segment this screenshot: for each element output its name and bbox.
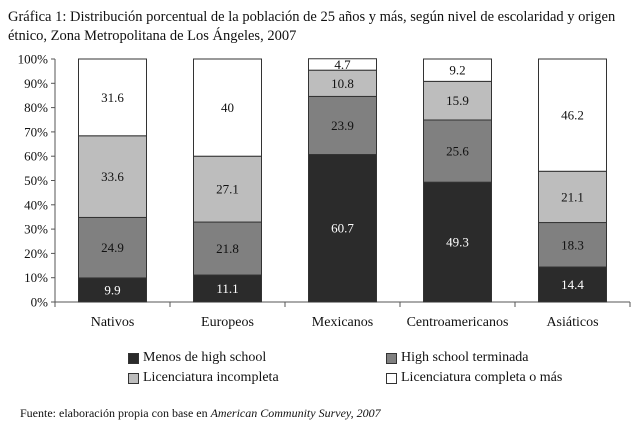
bar-segment: [538, 222, 607, 268]
legend-swatch: [386, 372, 397, 384]
legend-label: Licenciatura incompleta: [143, 370, 279, 385]
y-tick-label: 80%: [24, 100, 48, 115]
y-tick-label: 90%: [24, 76, 48, 91]
bar-segment: [538, 266, 607, 303]
data-label: 49.3: [446, 235, 469, 250]
chart-title: Gráfica 1: Distribución porcentual de la…: [8, 9, 616, 44]
bar-segment: [423, 181, 492, 303]
bar-segment: [193, 221, 262, 276]
legend-item-licenciatura-completa: Licenciatura completa o más: [386, 370, 562, 386]
data-label: 40: [221, 100, 234, 115]
y-tick-label: 20%: [24, 246, 48, 261]
bar-segment: [193, 58, 262, 157]
source-note: Fuente: elaboración propia con base en A…: [20, 406, 381, 421]
data-label: 21.8: [216, 241, 239, 256]
bar-segment: [538, 170, 607, 224]
data-label: 14.4: [561, 277, 584, 292]
bar-segment: [308, 153, 377, 303]
data-label: 9.9: [104, 282, 120, 297]
y-tick-label: 100%: [18, 52, 49, 67]
bar-segment: [308, 95, 377, 155]
bar-segment: [538, 58, 607, 172]
bar-segment: [78, 58, 147, 137]
data-label: 4.7: [334, 57, 351, 72]
legend-label: High school terminada: [401, 350, 529, 365]
y-tick-label: 30%: [24, 222, 48, 237]
x-tick-label: Centroamericanos: [407, 315, 509, 330]
legend-label: Menos de high school: [143, 350, 267, 365]
data-label: 31.6: [101, 90, 124, 105]
bar-segment: [78, 135, 147, 218]
data-label: 11.1: [216, 281, 238, 296]
y-tick-label: 60%: [24, 149, 48, 164]
x-tick-label: Europeos: [201, 315, 254, 330]
data-label: 18.3: [561, 237, 584, 252]
x-tick-label: Mexicanos: [312, 315, 373, 330]
source-prefix: Fuente: elaboración propia con base en: [20, 406, 211, 420]
data-label: 21.1: [561, 189, 584, 204]
y-tick-label: 50%: [24, 173, 48, 188]
bar-segment: [193, 274, 262, 303]
bar-segment: [193, 155, 262, 223]
legend-swatch: [386, 352, 397, 364]
legend-item-menos-high-school: Menos de high school: [128, 350, 266, 366]
data-label: 60.7: [331, 221, 354, 236]
y-tick-label: 40%: [24, 197, 48, 212]
x-tick-label: Asiáticos: [546, 315, 598, 330]
data-label: 46.2: [561, 108, 584, 123]
bar-segment: [423, 58, 492, 82]
bar-segment: [308, 58, 377, 71]
data-label: 24.9: [101, 240, 124, 255]
legend-swatch: [128, 372, 139, 384]
data-label: 15.9: [446, 93, 469, 108]
bar-segment: [423, 119, 492, 183]
data-label: 25.6: [446, 144, 469, 159]
data-label: 9.2: [449, 63, 465, 78]
legend-item-high-school-terminada: High school terminada: [386, 350, 529, 366]
y-tick-label: 0%: [31, 295, 49, 310]
legend-swatch: [128, 352, 139, 364]
x-tick-label: Nativos: [91, 315, 135, 330]
data-label: 33.6: [101, 169, 124, 184]
data-label: 10.8: [331, 76, 354, 91]
y-tick-label: 10%: [24, 270, 48, 285]
source-italic: American Community Survey, 2007: [210, 406, 381, 420]
data-label: 27.1: [216, 182, 239, 197]
bar-segment: [308, 69, 377, 97]
data-label: 23.9: [331, 118, 354, 133]
legend-item-licenciatura-incompleta: Licenciatura incompleta: [128, 370, 279, 386]
legend-label: Licenciatura completa o más: [401, 370, 563, 385]
y-tick-label: 70%: [24, 124, 48, 139]
